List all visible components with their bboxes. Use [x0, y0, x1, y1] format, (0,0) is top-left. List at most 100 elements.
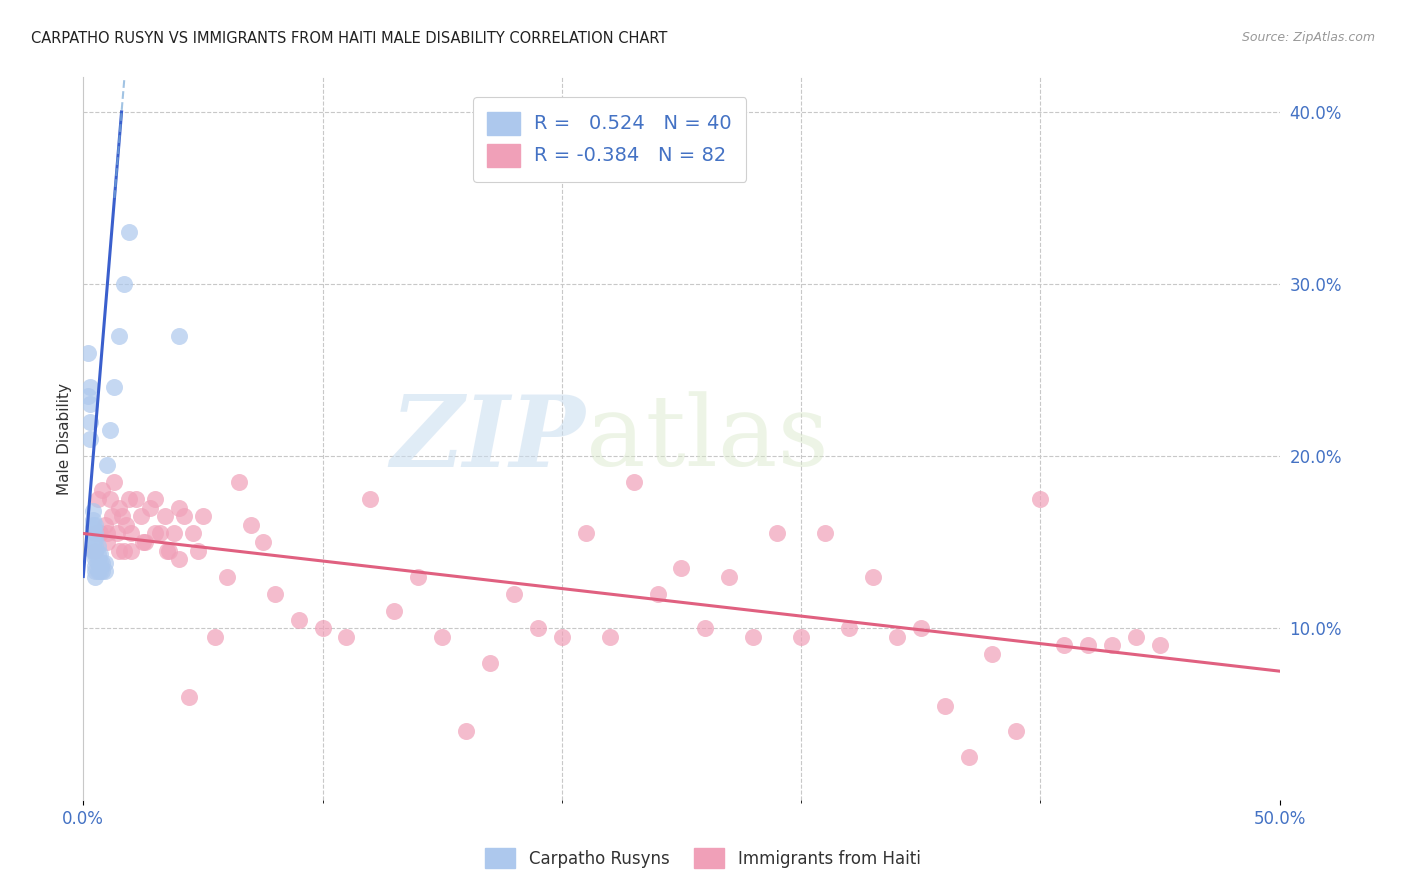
Point — [105, 526, 128, 541]
Point — [311, 621, 333, 635]
Point — [143, 526, 166, 541]
Point — [287, 613, 309, 627]
Point — [599, 630, 621, 644]
Point — [575, 526, 598, 541]
Point — [406, 569, 429, 583]
Point — [838, 621, 860, 635]
Point — [456, 724, 478, 739]
Point — [118, 491, 141, 506]
Point — [101, 509, 124, 524]
Legend: Carpatho Rusyns, Immigrants from Haiti: Carpatho Rusyns, Immigrants from Haiti — [477, 839, 929, 877]
Point — [252, 535, 274, 549]
Point — [910, 621, 932, 635]
Point — [89, 547, 111, 561]
Point — [112, 277, 135, 291]
Point — [118, 225, 141, 239]
Point — [187, 543, 209, 558]
Point — [814, 526, 837, 541]
Point — [671, 561, 693, 575]
Point — [91, 556, 114, 570]
Point — [84, 547, 107, 561]
Point — [742, 630, 765, 644]
Point — [110, 509, 132, 524]
Point — [163, 526, 186, 541]
Point — [382, 604, 405, 618]
Point — [263, 587, 285, 601]
Point — [94, 517, 117, 532]
Point — [94, 556, 117, 570]
Point — [120, 543, 142, 558]
Point — [103, 475, 125, 489]
Point — [108, 328, 131, 343]
Point — [79, 380, 101, 394]
Point — [886, 630, 908, 644]
Point — [115, 517, 138, 532]
Point — [79, 397, 101, 411]
Point — [82, 517, 104, 532]
Point — [79, 415, 101, 429]
Point — [173, 509, 195, 524]
Point — [84, 539, 107, 553]
Point — [718, 569, 741, 583]
Point — [79, 432, 101, 446]
Point — [766, 526, 789, 541]
Point — [167, 328, 190, 343]
Point — [86, 491, 108, 506]
Point — [84, 526, 107, 541]
Point — [98, 491, 121, 506]
Point — [1125, 630, 1147, 644]
Point — [239, 517, 262, 532]
Text: Source: ZipAtlas.com: Source: ZipAtlas.com — [1241, 31, 1375, 45]
Point — [183, 526, 205, 541]
Point — [86, 565, 108, 579]
Point — [91, 565, 114, 579]
Point — [132, 535, 155, 549]
Legend: R =   0.524   N = 40, R = -0.384   N = 82: R = 0.524 N = 40, R = -0.384 N = 82 — [472, 97, 747, 182]
Point — [91, 483, 114, 498]
Point — [125, 491, 148, 506]
Point — [77, 345, 100, 359]
Point — [159, 543, 181, 558]
Point — [86, 547, 108, 561]
Point — [191, 509, 214, 524]
Point — [359, 491, 381, 506]
Point — [108, 543, 131, 558]
Point — [430, 630, 453, 644]
Point — [790, 630, 813, 644]
Point — [96, 458, 118, 472]
Point — [695, 621, 717, 635]
Point — [82, 521, 104, 535]
Point — [479, 656, 502, 670]
Point — [1053, 638, 1076, 652]
Point — [84, 559, 107, 574]
Point — [647, 587, 669, 601]
Point — [143, 491, 166, 506]
Point — [96, 526, 118, 541]
Point — [503, 587, 526, 601]
Point — [89, 526, 111, 541]
Point — [112, 543, 135, 558]
Point — [84, 526, 107, 541]
Point — [89, 565, 111, 579]
Point — [82, 513, 104, 527]
Point — [167, 500, 190, 515]
Point — [551, 630, 574, 644]
Point — [153, 509, 176, 524]
Point — [82, 504, 104, 518]
Point — [82, 526, 104, 541]
Point — [108, 500, 131, 515]
Text: ZIP: ZIP — [391, 391, 586, 487]
Point — [96, 535, 118, 549]
Point — [77, 389, 100, 403]
Point — [981, 647, 1004, 661]
Point — [139, 500, 162, 515]
Text: atlas: atlas — [586, 391, 828, 487]
Text: CARPATHO RUSYN VS IMMIGRANTS FROM HAITI MALE DISABILITY CORRELATION CHART: CARPATHO RUSYN VS IMMIGRANTS FROM HAITI … — [31, 31, 668, 46]
Point — [98, 423, 121, 437]
Point — [129, 509, 152, 524]
Point — [134, 535, 156, 549]
Point — [156, 543, 179, 558]
Point — [1149, 638, 1171, 652]
Point — [862, 569, 884, 583]
Point — [89, 556, 111, 570]
